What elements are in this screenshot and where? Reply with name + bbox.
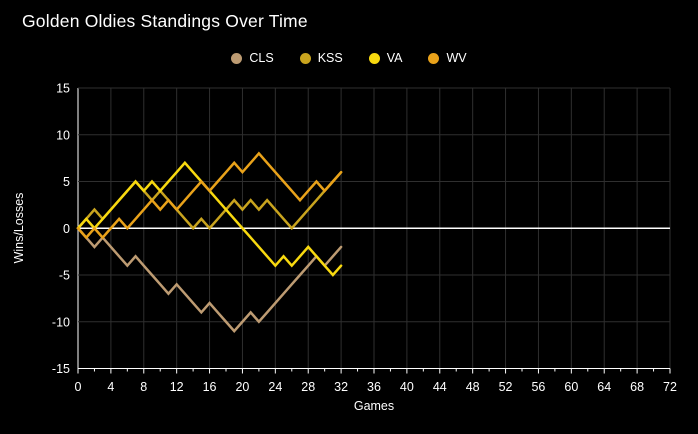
x-tick-label: 24 <box>268 380 282 394</box>
legend-item-WV[interactable]: WV <box>428 51 467 65</box>
y-tick-label: 5 <box>63 175 70 189</box>
y-tick-label: -15 <box>52 362 70 376</box>
x-tick-label: 12 <box>170 380 184 394</box>
legend-swatch-icon <box>428 52 440 64</box>
y-tick-label: 10 <box>56 128 70 142</box>
legend-swatch-icon <box>231 52 243 64</box>
x-tick-label: 28 <box>301 380 315 394</box>
legend-label: WV <box>446 51 467 65</box>
legend-label: CLS <box>249 51 274 65</box>
legend-label: VA <box>386 51 403 65</box>
chart-legend: CLS KSS VA WV <box>0 51 698 65</box>
x-tick-label: 48 <box>466 380 480 394</box>
x-tick-label: 52 <box>499 380 513 394</box>
x-tick-label: 68 <box>630 380 644 394</box>
y-tick-label: -10 <box>52 315 70 329</box>
legend-item-KSS[interactable]: KSS <box>299 51 343 65</box>
x-tick-label: 16 <box>203 380 217 394</box>
x-tick-label: 36 <box>367 380 381 394</box>
x-tick-label: 0 <box>75 380 82 394</box>
legend-swatch-icon <box>299 52 311 64</box>
x-tick-label: 40 <box>400 380 414 394</box>
x-tick-label: 32 <box>334 380 348 394</box>
x-tick-label: 4 <box>107 380 114 394</box>
x-tick-label: 20 <box>235 380 249 394</box>
x-axis-title: Games <box>353 399 395 413</box>
legend-swatch-icon <box>368 52 380 64</box>
x-tick-label: 60 <box>564 380 578 394</box>
x-tick-label: 64 <box>597 380 611 394</box>
legend-item-CLS[interactable]: CLS <box>231 51 274 65</box>
x-tick-label: 44 <box>433 380 447 394</box>
x-tick-label: 72 <box>663 380 677 394</box>
y-tick-label: -5 <box>59 269 70 283</box>
y-tick-label: 15 <box>56 82 70 96</box>
legend-item-VA[interactable]: VA <box>368 51 403 65</box>
series-line-CLS <box>76 227 343 333</box>
y-axis-title: Wins/Losses <box>12 192 26 264</box>
x-tick-label: 8 <box>140 380 147 394</box>
series-line-WV <box>76 151 343 240</box>
legend-label: KSS <box>317 51 343 65</box>
y-tick-label: 0 <box>63 222 70 236</box>
chart-title: Golden Oldies Standings Over Time <box>22 11 308 31</box>
x-tick-label: 56 <box>531 380 545 394</box>
